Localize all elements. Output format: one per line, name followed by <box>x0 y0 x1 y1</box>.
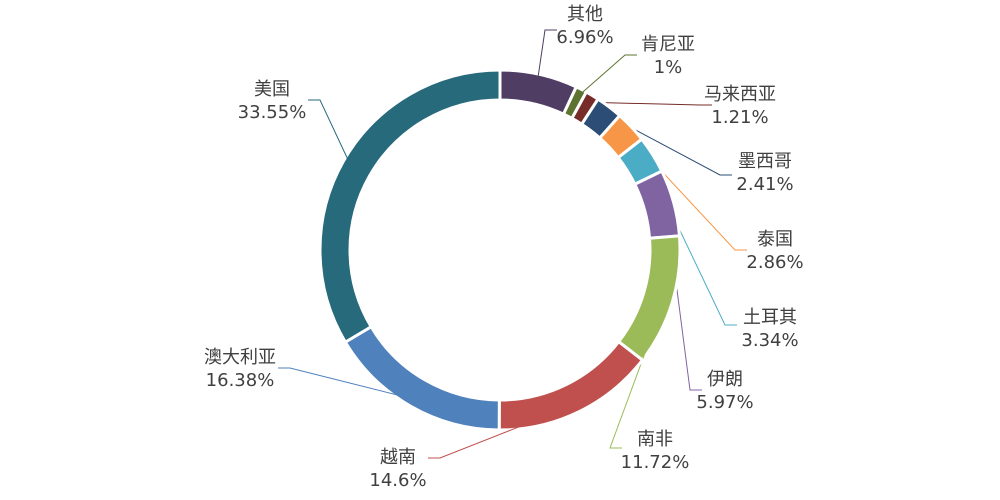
leader-line <box>604 112 732 176</box>
slice-category-label: 墨西哥 <box>738 151 792 172</box>
donut-slice <box>632 169 682 240</box>
slice-category-label: 澳大利亚 <box>204 347 276 368</box>
slice-category-label: 肯尼亚 <box>641 34 695 55</box>
slice-value-label: 2.86% <box>746 252 803 273</box>
slice-value-label: 1% <box>654 57 683 78</box>
slice-category-label: 美国 <box>254 79 290 100</box>
slice-value-label: 16.38% <box>206 370 275 391</box>
donut-slice <box>343 324 501 432</box>
slice-category-label: 其他 <box>567 4 603 25</box>
slice-value-label: 6.96% <box>556 27 613 48</box>
slice-value-label: 2.41% <box>736 174 793 195</box>
slice-category-label: 泰国 <box>757 229 793 250</box>
leader-line <box>278 367 415 400</box>
leader-line <box>308 99 351 166</box>
slice-category-label: 伊朗 <box>707 369 743 390</box>
slice-category-label: 马来西亚 <box>704 84 776 105</box>
slice-value-label: 1.21% <box>711 107 768 128</box>
donut-slice <box>497 339 645 432</box>
slice-category-label: 越南 <box>380 447 416 468</box>
leader-line <box>536 29 557 83</box>
leader-line <box>609 298 666 449</box>
slice-category-label: 南非 <box>637 429 673 450</box>
slice-category-label: 土耳其 <box>743 307 797 328</box>
donut-slice <box>318 68 502 345</box>
slice-value-label: 11.72% <box>621 452 690 473</box>
slice-value-label: 14.6% <box>369 470 426 491</box>
slice-value-label: 3.34% <box>741 330 798 351</box>
slice-value-label: 33.55% <box>238 102 307 123</box>
leader-line <box>588 101 712 106</box>
leader-line <box>428 404 576 459</box>
slice-value-label: 5.97% <box>696 392 753 413</box>
leader-line <box>577 54 637 97</box>
